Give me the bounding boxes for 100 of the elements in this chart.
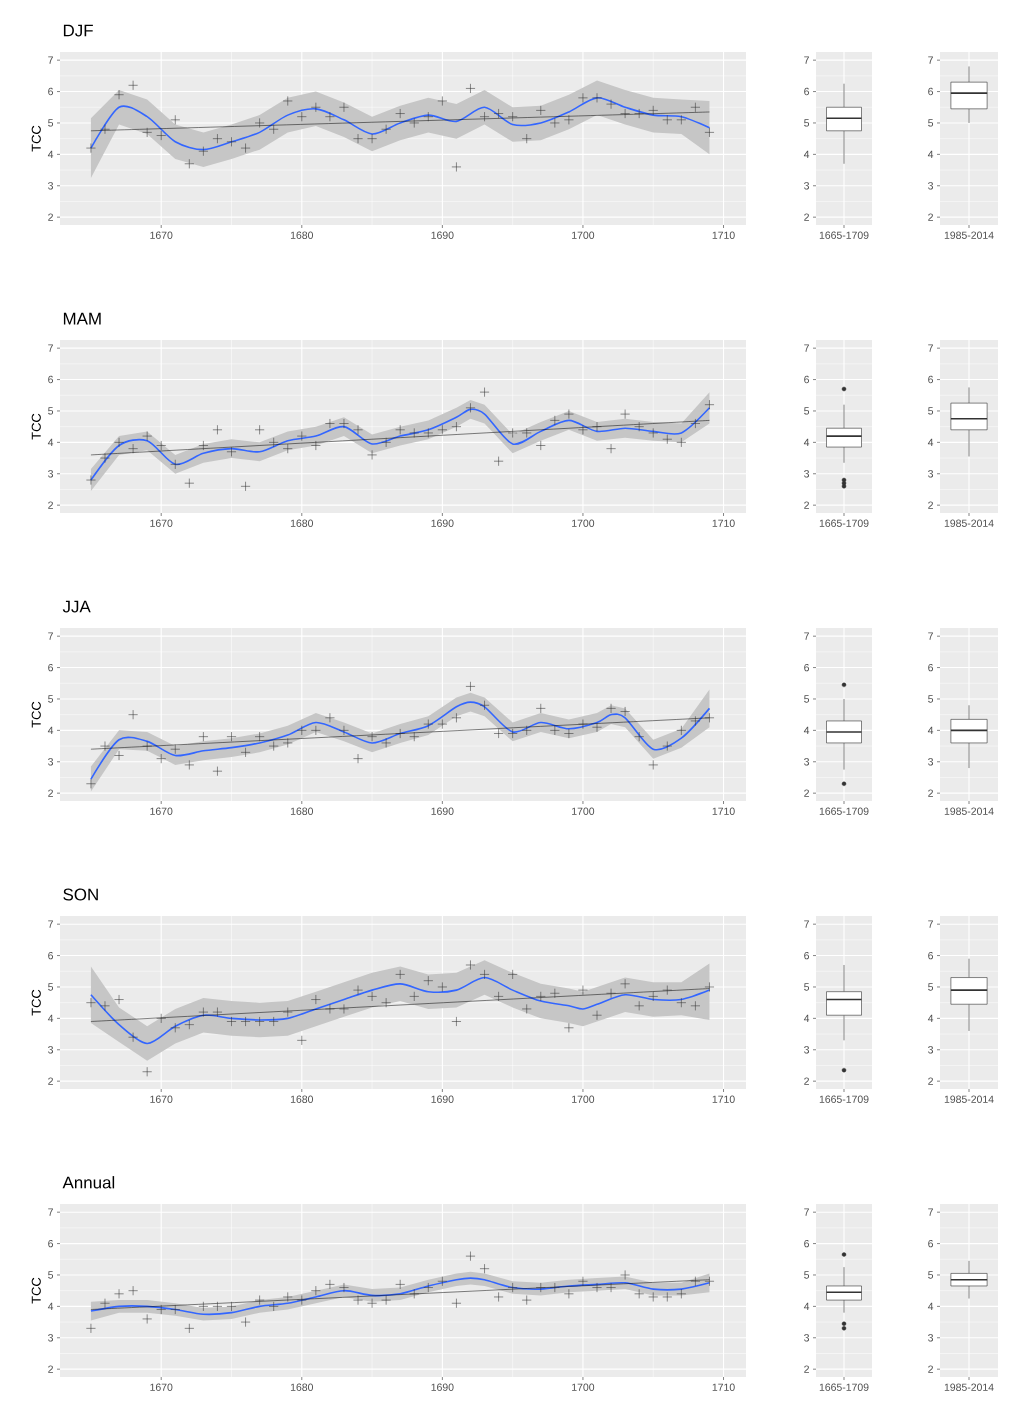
point (676, 997, 687, 1008)
point (156, 753, 167, 764)
point (100, 741, 110, 751)
y-tick-label: 7 (928, 920, 933, 928)
y-tick-label: 5 (928, 1271, 934, 1279)
point (296, 431, 307, 441)
x-tick-label: 1700 (572, 231, 595, 239)
point (451, 421, 462, 432)
point (521, 133, 532, 144)
x-tick-label: 1985-2014 (944, 1095, 994, 1103)
point (704, 399, 715, 410)
point (114, 89, 124, 100)
x-tick-label: 1700 (572, 519, 595, 527)
x-tick-label: 1710 (712, 519, 735, 527)
y-tick-label: 2 (48, 1365, 53, 1373)
x-tick-label: 1665-1709 (819, 231, 869, 239)
point (296, 725, 307, 736)
y-tick-label: 2 (48, 213, 53, 221)
point (409, 428, 420, 438)
x-tick-label: 1670 (150, 231, 173, 239)
y-tick-label: 7 (48, 632, 53, 640)
point (479, 387, 490, 398)
point (507, 969, 518, 980)
point (409, 991, 420, 1002)
chart-title: DJF (63, 24, 93, 37)
y-tick-label: 3 (804, 1334, 810, 1342)
point (240, 143, 251, 153)
x-tick-label: 1985-2014 (944, 231, 994, 239)
point (114, 750, 124, 761)
x-tick-label: 1665-1709 (819, 519, 869, 527)
point (507, 428, 518, 438)
point (156, 440, 167, 451)
y-tick-label: 7 (928, 1208, 933, 1216)
y-tick-label: 6 (928, 87, 934, 96)
point (212, 1301, 223, 1312)
point (296, 1295, 307, 1305)
point (100, 453, 110, 463)
y-tick-label: 4 (927, 1302, 934, 1310)
point (564, 1288, 574, 1299)
point (395, 969, 406, 980)
point (451, 162, 462, 172)
point (395, 728, 406, 739)
point (578, 92, 588, 103)
y-tick-label: 6 (928, 951, 934, 960)
x-tick-label: 1665-1709 (819, 1095, 869, 1103)
point (648, 105, 659, 116)
point (240, 481, 251, 492)
point (100, 1000, 110, 1011)
point (310, 1285, 321, 1296)
y-tick-label: 3 (804, 1046, 810, 1054)
point (353, 985, 363, 995)
point (86, 997, 96, 1008)
point (212, 424, 223, 435)
point (381, 997, 392, 1008)
point (648, 428, 659, 438)
y-tick-label: 3 (928, 182, 934, 190)
point (493, 728, 504, 739)
y-tick-label: 6 (48, 663, 54, 672)
point (648, 760, 659, 770)
y-axis-title: TCC (31, 701, 41, 728)
x-tick-label: 1680 (290, 231, 314, 239)
point (704, 982, 715, 992)
y-tick-label: 4 (47, 438, 54, 446)
point (170, 459, 181, 470)
point (170, 744, 181, 755)
point (226, 446, 237, 457)
y-tick-label: 6 (928, 663, 934, 672)
point (578, 985, 588, 995)
y-tick-label: 4 (47, 150, 54, 158)
point (128, 80, 138, 91)
y-tick-label: 5 (928, 695, 934, 703)
point (662, 741, 673, 751)
point (465, 960, 476, 970)
y-axis-title: TCC (31, 989, 41, 1016)
point (212, 766, 223, 777)
y-tick-label: 3 (48, 182, 54, 190)
point (226, 731, 237, 742)
point (339, 1282, 349, 1293)
x-tick-label: 1680 (290, 807, 314, 815)
y-tick-label: 5 (804, 983, 810, 991)
x-tick-label: 1710 (712, 231, 735, 239)
point (198, 440, 209, 451)
y-tick-label: 3 (804, 470, 810, 478)
point (240, 747, 251, 758)
y-tick-label: 7 (48, 920, 53, 928)
point (86, 475, 96, 485)
point (606, 1282, 616, 1293)
y-tick-label: 3 (804, 182, 810, 190)
y-tick-label: 7 (804, 344, 809, 352)
point (156, 1304, 167, 1315)
point (353, 424, 363, 435)
point (662, 434, 673, 445)
point (310, 102, 321, 113)
point (114, 994, 124, 1005)
y-tick-label: 2 (804, 501, 809, 509)
point (268, 741, 279, 751)
point (507, 728, 518, 739)
point (409, 1288, 420, 1299)
point (395, 108, 406, 119)
point (535, 105, 546, 116)
